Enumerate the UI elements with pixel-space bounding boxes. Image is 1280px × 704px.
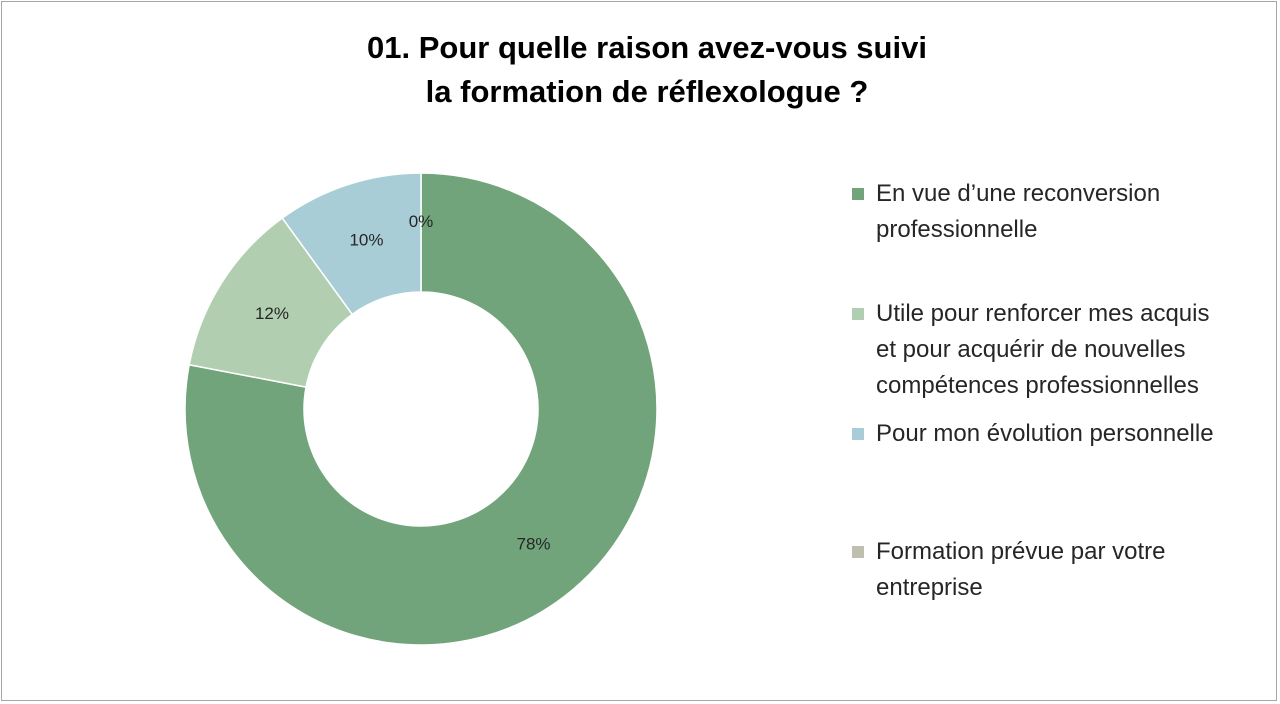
data-label-formation-prevue-par-votre-entre: 0%: [409, 212, 434, 231]
data-label-en-vue-d-une-reconversion-profes: 78%: [516, 534, 550, 553]
legend-label-line: entreprise: [876, 574, 983, 601]
legend-swatch: [852, 308, 864, 320]
legend-label-line: Utile pour renforcer mes acquis: [876, 300, 1210, 327]
legend-label-line: compétences professionnelles: [876, 372, 1199, 399]
donut-slice-pour-mon-evolution-personnelle: [281, 172, 422, 316]
chart-title-line-1: 01. Pour quelle raison avez-vous suivi: [367, 30, 927, 65]
legend-swatch: [852, 546, 864, 558]
legend-label: Pour mon évolution personnelle: [876, 416, 1276, 452]
legend-label-line: et pour acquérir de nouvelles: [876, 336, 1186, 363]
data-label-pour-mon-evolution-personnelle: 10%: [349, 231, 383, 250]
legend-label-line: professionnelle: [876, 216, 1038, 243]
chart-title-line-2: la formation de réflexologue ?: [425, 74, 869, 109]
legend-label-line: En vue d’une reconversion: [876, 180, 1161, 207]
chart-title: 01. Pour quelle raison avez-vous suivi l…: [2, 26, 1280, 114]
legend-swatch: [852, 188, 864, 200]
legend-label-line: Pour mon évolution personnelle: [876, 420, 1214, 447]
legend-label-line: Formation prévue par votre: [876, 538, 1166, 565]
data-label-utile-pour-renforcer-mes-acquis-: 12%: [255, 304, 289, 323]
legend-label: Formation prévue par votre entreprise: [876, 534, 1276, 606]
donut-slice-en-vue-d-une-reconversion-profes: [184, 172, 658, 646]
legend-label: En vue d’une reconversion professionnelle: [876, 176, 1276, 248]
legend-swatch: [852, 428, 864, 440]
legend-label: Utile pour renforcer mes acquis et pour a…: [876, 296, 1276, 404]
